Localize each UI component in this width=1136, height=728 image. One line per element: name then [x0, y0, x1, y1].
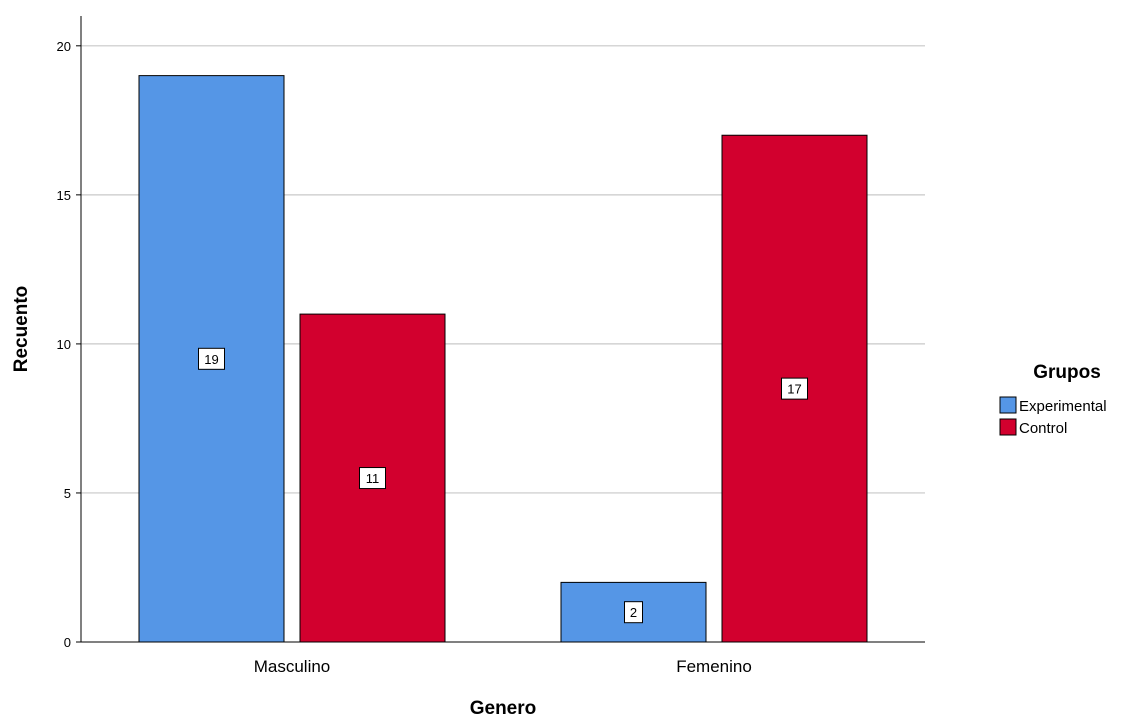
data-label-box [359, 467, 386, 490]
y-axis-title: Recuento [11, 286, 32, 373]
y-tick-label: 10 [57, 337, 71, 352]
y-tick-label: 5 [64, 486, 71, 501]
y-tick-label: 15 [57, 188, 71, 203]
legend-swatch-control [999, 418, 1017, 436]
data-labels: 19 11 2 17 [198, 347, 808, 624]
legend-items: Experimental Control [999, 396, 1107, 437]
data-label: 19 [204, 352, 218, 367]
legend: Grupos Experimental Control [999, 362, 1107, 437]
legend-swatch-experimental [999, 396, 1017, 414]
bars [138, 75, 868, 643]
axes: 0 5 10 15 20 Masculino Femenino [57, 16, 925, 676]
legend-label-experimental: Experimental [1019, 398, 1107, 415]
y-tick-label: 20 [57, 39, 71, 54]
data-label-box [781, 377, 808, 400]
data-label: 11 [366, 471, 380, 486]
y-tick-label: 0 [64, 635, 71, 650]
legend-label-control: Control [1019, 420, 1067, 437]
data-label-box [624, 601, 643, 624]
x-tick-label: Femenino [676, 657, 752, 676]
data-label: 2 [630, 605, 637, 620]
data-label-box [198, 347, 225, 370]
data-label: 17 [787, 382, 801, 397]
x-axis-title: Genero [470, 698, 537, 719]
legend-title: Grupos [1033, 362, 1101, 383]
x-tick-label: Masculino [254, 657, 331, 676]
